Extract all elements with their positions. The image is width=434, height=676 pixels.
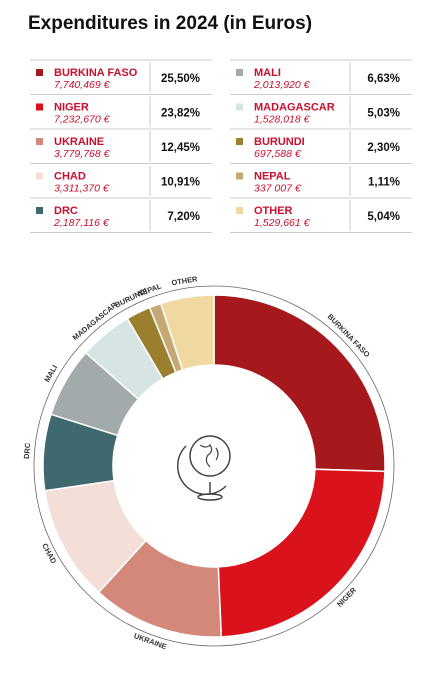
- legend-label: UKRAINE: [54, 136, 104, 148]
- ring-label: CHAD: [40, 542, 58, 566]
- value-label: 6,63%: [367, 73, 400, 85]
- legend-swatch: [36, 69, 43, 76]
- amount-label: 3,311,370 €: [54, 183, 110, 195]
- amount-label: 7,232,670 €: [54, 114, 111, 126]
- amount-label: 7,740,469 €: [54, 79, 111, 91]
- legend-swatch: [36, 103, 43, 111]
- legend-label: MALI: [254, 67, 281, 79]
- legend-label: DRC: [54, 205, 78, 217]
- legend-swatch: [36, 138, 43, 145]
- value-label: 5,03%: [367, 108, 400, 120]
- globe-icon: [176, 435, 231, 501]
- value-label: 1,11%: [368, 177, 400, 189]
- legend-label: NIGER: [54, 102, 89, 114]
- chart-title: Expenditures in 2024 (in Euros): [28, 13, 312, 34]
- legend-swatch: [36, 172, 43, 180]
- slice: [159, 294, 215, 371]
- value-label: 7,20%: [167, 211, 200, 223]
- amount-label: 2,187,116 €: [53, 217, 110, 229]
- amount-label: 1,528,018 €: [254, 114, 311, 126]
- slice: [213, 294, 386, 473]
- value-label: 10,91%: [161, 177, 200, 189]
- ring-label: MALI: [42, 363, 59, 383]
- legend-swatch: [236, 138, 243, 145]
- legend-swatch: [236, 172, 243, 180]
- ring-label: DRC: [22, 442, 32, 460]
- legend-swatch: [236, 69, 243, 76]
- legend-label: MADAGASCAR: [254, 102, 335, 114]
- ring-label: NEPAL: [136, 281, 163, 298]
- outer-ring: [33, 285, 395, 647]
- legend-label: BURUNDI: [254, 136, 305, 148]
- legend-label: OTHER: [254, 205, 293, 217]
- value-label: 2,30%: [367, 142, 400, 154]
- legend-swatch: [236, 207, 243, 214]
- ring-label: OTHER: [171, 274, 199, 287]
- amount-label: 2,013,920 €: [253, 79, 311, 91]
- amount-label: 1,529,661 €: [254, 217, 311, 229]
- value-label: 5,04%: [367, 211, 400, 223]
- legend-label: BURKINA FASO: [54, 67, 138, 79]
- legend-label: NEPAL: [254, 171, 291, 183]
- ring-label: NIGER: [335, 585, 359, 609]
- amount-label: 697,588 €: [254, 148, 302, 160]
- amount-label: 337 007 €: [254, 183, 302, 195]
- value-label: 23,82%: [161, 108, 200, 120]
- legend-label: CHAD: [54, 171, 86, 183]
- value-label: 25,50%: [161, 73, 200, 85]
- legend-swatch: [236, 103, 243, 111]
- value-label: 12,45%: [161, 142, 200, 154]
- slice: [217, 468, 386, 638]
- amount-label: 3,779,768 €: [54, 148, 111, 160]
- legend-swatch: [36, 207, 43, 214]
